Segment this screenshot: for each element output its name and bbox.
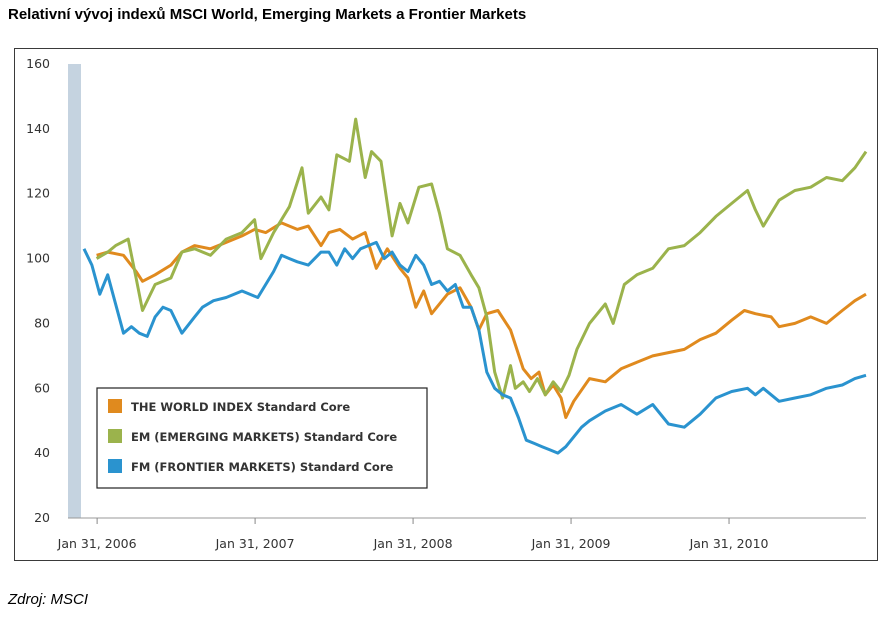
y-tick-label-3: 80 — [34, 315, 50, 330]
y-tick-label-5: 120 — [26, 186, 50, 201]
series-line-2 — [82, 240, 867, 455]
legend-label-2: FM (FRONTIER MARKETS) Standard Core — [131, 460, 393, 474]
x-tick-label-1: Jan 31, 2007 — [215, 536, 295, 551]
y-tick-label-4: 100 — [26, 251, 50, 266]
source-note: Zdroj: MSCI — [8, 591, 89, 608]
legend: THE WORLD INDEX Standard Core EM (EMERGIN… — [96, 387, 428, 489]
x-tick-label-2: Jan 31, 2008 — [373, 536, 453, 551]
legend-label-1: EM (EMERGING MARKETS) Standard Core — [131, 430, 397, 444]
y-axis-ticks: 20 40 60 80 100 120 140 160 — [26, 56, 50, 525]
y-tick-label-2: 60 — [34, 380, 50, 395]
legend-swatch-0 — [108, 399, 122, 413]
y-tick-label-7: 160 — [26, 56, 50, 71]
y-tick-label-1: 40 — [34, 445, 50, 460]
x-tick-label-3: Jan 31, 2009 — [531, 536, 611, 551]
legend-box — [96, 387, 428, 489]
x-tick-label-0: Jan 31, 2006 — [57, 536, 137, 551]
x-axis-ticks: Jan 31, 2006 Jan 31, 2007 Jan 31, 2008 Jan … — [57, 518, 769, 551]
chart-title: Relativní vývoj indexů MSCI World, Emerg… — [8, 6, 527, 23]
legend-swatch-1 — [108, 429, 122, 443]
y-tick-label-0: 20 — [34, 510, 50, 525]
series-line-1 — [95, 117, 868, 400]
y-axis-band — [68, 64, 81, 518]
series-lines — [82, 117, 868, 455]
y-tick-label-6: 140 — [26, 121, 50, 136]
x-tick-label-4: Jan 31, 2010 — [689, 536, 769, 551]
legend-swatch-2 — [108, 459, 122, 473]
legend-label-0: THE WORLD INDEX Standard Core — [131, 400, 350, 414]
